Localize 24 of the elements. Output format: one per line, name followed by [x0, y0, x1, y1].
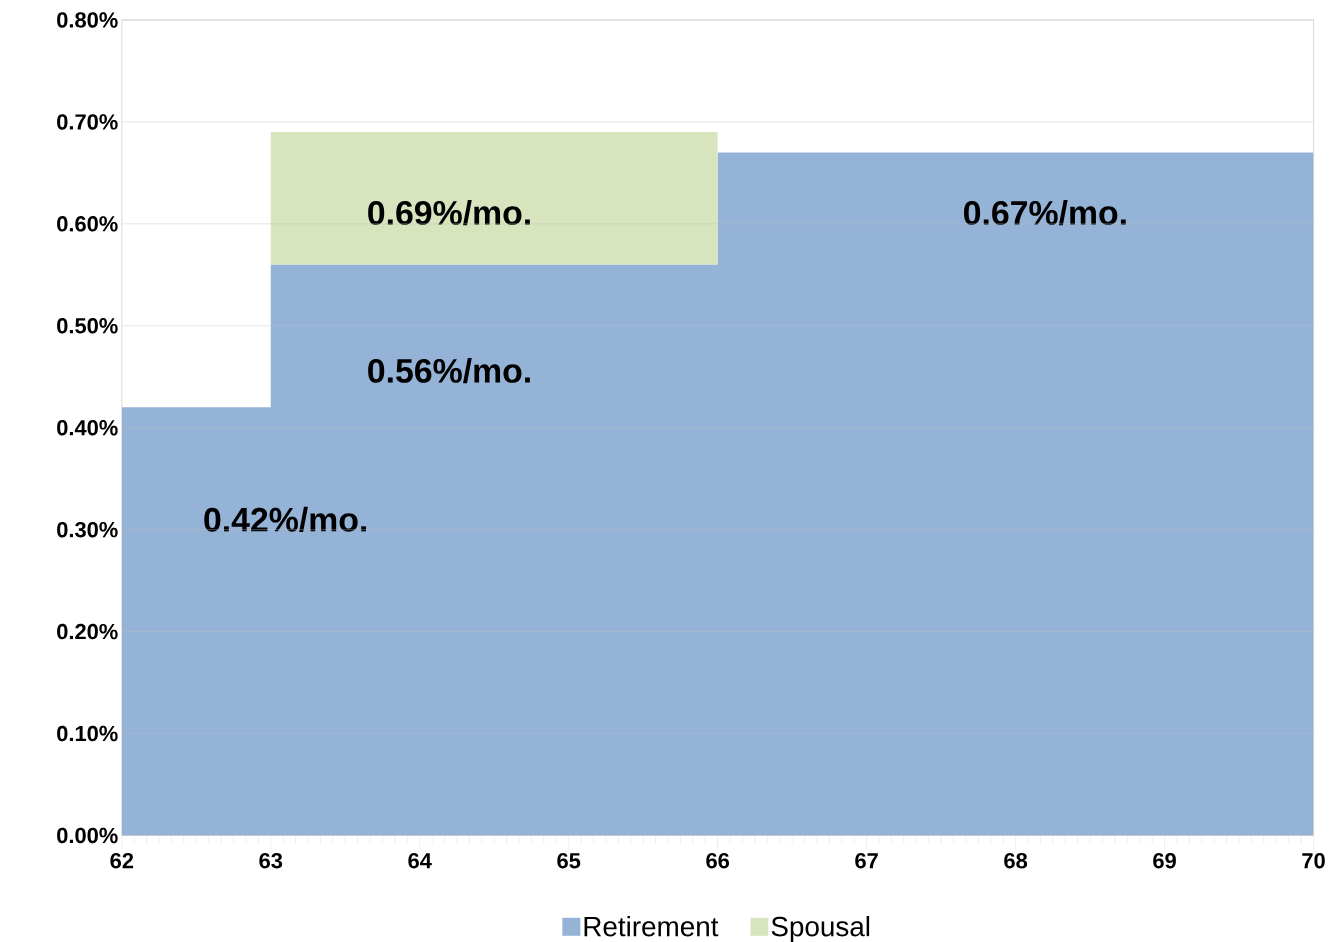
- x-tick-label: 70: [1302, 852, 1325, 869]
- x-tick-label: 68: [1004, 852, 1028, 869]
- x-tick-label: 62: [110, 852, 134, 869]
- legend-label: Retirement: [584, 915, 719, 937]
- y-tick-label: 0.50%: [57, 317, 118, 334]
- x-tick-label: 65: [557, 852, 581, 869]
- x-tick-label: 64: [408, 852, 432, 869]
- annotation: 0.42%/mo.: [204, 506, 366, 532]
- y-tick-label: 0.70%: [57, 114, 118, 130]
- annotation: 0.67%/mo.: [964, 199, 1126, 226]
- y-tick-label: 0.40%: [57, 419, 118, 436]
- legend-label: Spousal: [771, 915, 870, 942]
- y-tick-label: 0.00%: [57, 827, 118, 844]
- y-tick-label: 0.30%: [57, 521, 118, 538]
- x-tick-label: 67: [855, 852, 878, 869]
- y-tick-label: 0.80%: [57, 12, 118, 28]
- y-tick-label: 0.10%: [57, 725, 118, 742]
- y-tick-label: 0.60%: [57, 215, 118, 232]
- annotation: 0.56%/mo.: [368, 357, 530, 384]
- y-tick-label: 0.20%: [57, 623, 118, 640]
- annotation: 0.69%/mo.: [368, 199, 530, 226]
- x-tick-label: 66: [706, 852, 730, 869]
- x-tick-label: 69: [1153, 852, 1176, 869]
- x-tick-label: 63: [259, 852, 283, 869]
